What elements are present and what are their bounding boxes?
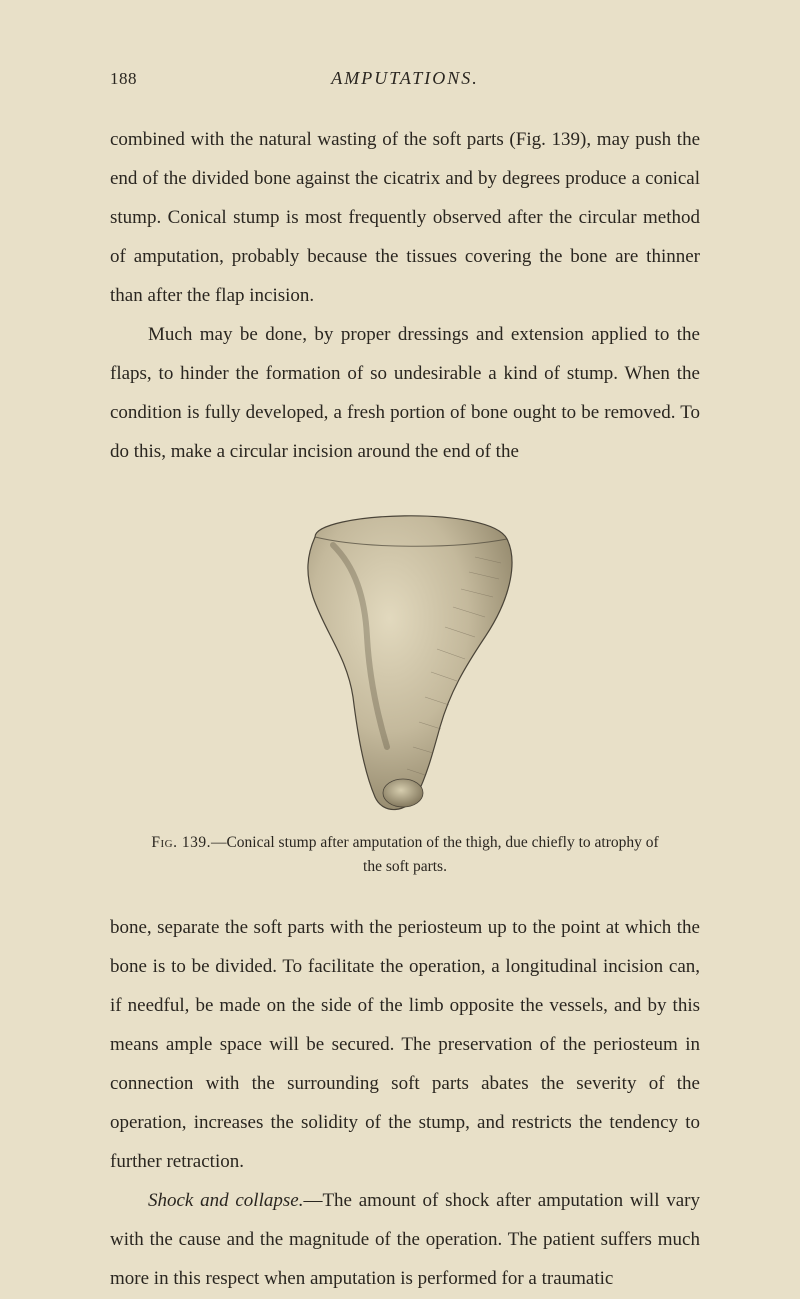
figure-139: [110, 497, 700, 817]
paragraph-3: bone, separate the soft parts with the p…: [110, 909, 700, 1182]
paragraph-4-lead: Shock and collapse.: [148, 1190, 303, 1211]
paragraph-2: Much may be done, by proper dressings an…: [110, 316, 700, 472]
paragraph-1: combined with the natural wasting of the…: [110, 121, 700, 316]
body-text-upper: combined with the natural wasting of the…: [110, 121, 700, 471]
figure-caption: Fig. 139.—Conical stump after amputation…: [145, 831, 665, 879]
paragraph-4: Shock and collapse.—The amount of shock …: [110, 1182, 700, 1299]
running-title: AMPUTATIONS.: [160, 68, 700, 89]
stump-tip: [383, 779, 423, 807]
caption-text: —Conical stump after amputation of the t…: [211, 834, 659, 875]
page: 188 AMPUTATIONS. combined with the natur…: [0, 0, 800, 1259]
page-number: 188: [110, 69, 160, 89]
page-header: 188 AMPUTATIONS.: [110, 68, 700, 89]
conical-stump-illustration: [255, 497, 555, 817]
thigh-outline: [308, 516, 512, 810]
body-text-lower: bone, separate the soft parts with the p…: [110, 909, 700, 1298]
caption-label: Fig. 139.: [151, 834, 211, 851]
